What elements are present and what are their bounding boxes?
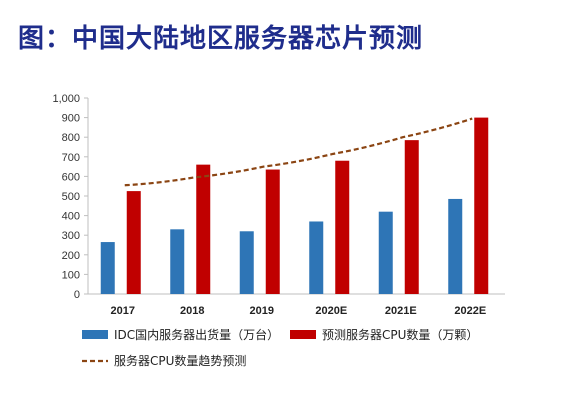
bar-cpu-forecast [474,117,489,294]
legend-swatch-server-shipments [82,330,108,339]
y-tick-label: 600 [62,171,80,183]
x-tick-label: 2021E [385,305,417,317]
x-tick-label: 2018 [180,305,204,317]
y-tick-label: 300 [62,230,80,242]
y-tick-label: 800 [62,132,80,144]
bar-server-shipments [239,231,254,294]
legend-label-trend: 服务器CPU数量趋势预测 [114,353,246,368]
bar-server-shipments [170,229,185,294]
bar-server-shipments [378,211,393,294]
legend-label-cpu-forecast: 预测服务器CPU数量（万颗） [322,327,478,342]
x-tick-label: 2020E [315,305,347,317]
y-tick-label: 0 [74,289,80,301]
bar-cpu-forecast [335,160,350,294]
y-tick-label: 200 [62,250,80,262]
y-tick-label: 900 [62,113,80,125]
y-tick-label: 1,000 [52,93,80,105]
x-axis: 2017 2018 2019 2020E 2021E 2022E [88,293,505,317]
bars [100,117,489,294]
x-tick-label: 2019 [250,305,274,317]
bar-cpu-forecast [265,169,280,294]
legend-label-server-shipments: IDC国内服务器出货量（万台） [114,327,279,342]
y-axis: 0 100 200 300 400 500 600 700 800 900 1,000 [52,93,89,301]
y-tick-label: 400 [62,211,80,223]
trend-line-group [124,117,473,187]
legend: IDC国内服务器出货量（万台） 预测服务器CPU数量（万颗） 服务器CPU数量趋势预… [82,327,478,368]
page-title: 图：中国大陆地区服务器芯片预测 [18,24,424,54]
trend-line [124,117,473,187]
x-tick-label: 2022E [454,305,486,317]
bar-server-shipments [448,198,463,294]
bar-cpu-forecast [196,164,211,294]
y-tick-label: 500 [62,191,80,203]
x-tick-label: 2017 [111,305,135,317]
legend-swatch-cpu-forecast [290,330,316,339]
y-tick-label: 100 [62,269,80,281]
bar-server-shipments [100,242,115,294]
y-tick-label: 700 [62,152,80,164]
bar-server-shipments [309,221,324,294]
bar-cpu-forecast [126,191,141,294]
bar-cpu-forecast [404,140,419,294]
